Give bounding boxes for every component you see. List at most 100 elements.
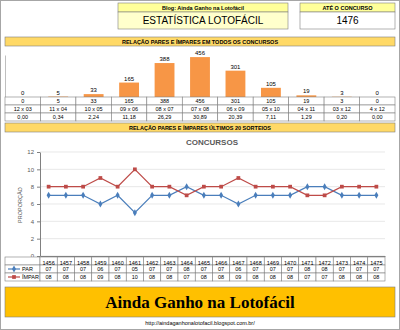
marker (185, 183, 189, 190)
bar (155, 63, 175, 97)
marker (219, 192, 223, 199)
marker (185, 193, 189, 197)
cell (333, 257, 350, 265)
cell (40, 257, 57, 265)
cell (289, 97, 324, 105)
value-cell: 07 (339, 266, 345, 272)
footer-title: Ainda Ganho na Lotofácil (105, 293, 295, 312)
cell (253, 97, 288, 105)
cell (126, 273, 143, 281)
cell (40, 265, 57, 273)
data-label: 165 (124, 76, 135, 82)
marker (81, 192, 85, 199)
percentage-cell: 0,34 (53, 114, 64, 120)
tick: 1469 (267, 256, 279, 266)
marker (202, 192, 206, 199)
value-cell: 08 (80, 274, 86, 280)
grid-line (40, 152, 385, 153)
blog-box (118, 3, 288, 12)
cell (5, 97, 40, 105)
bar (119, 83, 139, 97)
cell (264, 273, 281, 281)
tick: 1471 (301, 256, 313, 266)
tick: 6 (31, 201, 40, 207)
cell (92, 257, 109, 265)
cell (75, 257, 92, 265)
tick-label: 10 (27, 167, 34, 173)
series-line (49, 187, 377, 213)
percentage-cell: 7,11 (266, 114, 276, 120)
cell (161, 273, 178, 281)
tick: 1475 (370, 256, 382, 266)
category-cell: 07 x 08 (191, 106, 209, 112)
category-cell: 4 x 12 (370, 106, 385, 112)
section-title-box (5, 123, 395, 132)
value-cell: 08 (322, 266, 328, 272)
cell (316, 265, 333, 273)
y-axis (5, 56, 6, 98)
footer-url: http://aindaganhonalotofacil.blogspot.co… (145, 320, 255, 326)
cell (147, 97, 182, 105)
tick-label: 1473 (336, 260, 348, 266)
tick: 1463 (163, 256, 175, 266)
cell (144, 273, 161, 281)
tick: 8 (31, 184, 40, 190)
tick: 1465 (198, 256, 210, 266)
category-cell: 08 x 07 (156, 106, 174, 112)
cell (282, 265, 299, 273)
cell (5, 273, 40, 281)
cell (247, 273, 264, 281)
chart-title: RELAÇÃO PARES E ÍMPARES EM TODOS OS CONC… (122, 38, 278, 45)
cell (253, 113, 288, 121)
cell (5, 257, 40, 265)
cell (111, 113, 146, 121)
data-label: 105 (266, 81, 277, 87)
grid (40, 152, 385, 256)
tick: 1460 (112, 256, 124, 266)
tick-label: 12 (27, 149, 34, 155)
cell (213, 265, 230, 273)
x-axis: 1456145714581459146014611462146314641465… (41, 256, 386, 266)
value-cell: 5 (57, 98, 60, 104)
legend-label: PAR (22, 266, 33, 272)
cell (351, 265, 368, 273)
tick: 1458 (77, 256, 89, 266)
tick: 1466 (215, 256, 227, 266)
marker (374, 192, 378, 199)
cell (92, 265, 109, 273)
page: Blog: Ainda Ganho na LotofácilESTATÍSTIC… (0, 0, 400, 330)
marker (254, 185, 258, 189)
cell (126, 257, 143, 265)
cell (195, 273, 212, 281)
cell (230, 257, 247, 265)
tick: 1473 (336, 256, 348, 266)
cell (230, 273, 247, 281)
tick-label: 1469 (267, 260, 279, 266)
cell (144, 257, 161, 265)
y-axis-title: PROPORÇÃO (17, 186, 23, 222)
section-title-box (5, 37, 395, 46)
value-cell: 06 (97, 266, 103, 272)
value-cell: 08 (270, 274, 276, 280)
value-cell: 07 (373, 266, 379, 272)
bar (190, 57, 210, 97)
tick: 1456 (43, 256, 55, 266)
value-cell: 07 (184, 274, 190, 280)
cell (109, 257, 126, 265)
cell (218, 105, 253, 113)
value-cell: 09 (235, 274, 241, 280)
data-label: 301 (230, 64, 241, 70)
marker (357, 192, 361, 199)
value-cell: 07 (304, 274, 310, 280)
percentage-cell: 20,39 (229, 114, 243, 120)
tick-mark (37, 152, 40, 153)
cell (299, 257, 316, 265)
cell (218, 97, 253, 105)
category-cell: 06 x 09 (226, 106, 244, 112)
value-cell: 07 (218, 266, 224, 272)
marker (116, 192, 120, 199)
cell (264, 257, 281, 265)
value-cell: 06 (235, 266, 241, 272)
value-cell: 05 (132, 266, 138, 272)
title-box (118, 12, 288, 29)
